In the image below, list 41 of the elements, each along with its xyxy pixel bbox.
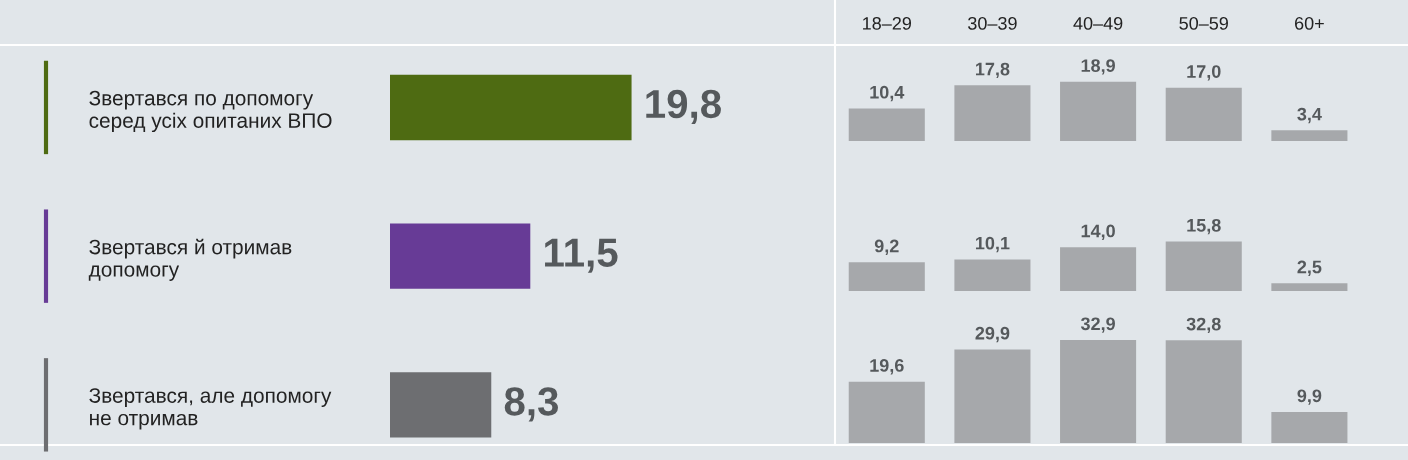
bar xyxy=(1060,81,1137,141)
bar xyxy=(1165,241,1242,291)
bar xyxy=(954,259,1031,291)
x-tick-label: 18–29 xyxy=(863,16,912,30)
data-label: 18,9 xyxy=(1081,59,1115,75)
data-label: 29,9 xyxy=(975,326,1010,343)
x-tick-label: 60+ xyxy=(1295,16,1324,30)
x-tick-label: 30–39 xyxy=(968,16,1017,30)
data-label: 19,6 xyxy=(870,359,904,375)
bar xyxy=(1271,412,1348,443)
bar xyxy=(848,108,925,141)
data-label: 9,9 xyxy=(1297,389,1322,405)
y-tick-label: Звертався й отримав допомогу xyxy=(88,238,292,281)
x-tick-label: 50–59 xyxy=(1179,16,1228,30)
data-label: 3,4 xyxy=(1297,107,1322,124)
data-label: 10,1 xyxy=(976,236,1010,253)
bar xyxy=(1060,340,1137,443)
bar xyxy=(954,85,1031,141)
bar xyxy=(1060,247,1137,291)
bar xyxy=(954,349,1031,443)
x-tick-label: 40–49 xyxy=(1073,16,1123,30)
data-label: 11,5 xyxy=(545,238,618,273)
y-tick-label: Звертався, але допомогу не отримав xyxy=(89,388,332,430)
data-label: 8,3 xyxy=(504,387,558,422)
y-tick-label: Звертався по допомогу серед усіх опитаних ВПО xyxy=(89,90,332,133)
data-label: 17,0 xyxy=(1187,65,1221,81)
bar xyxy=(1165,340,1242,443)
data-label: 2,5 xyxy=(1297,260,1322,276)
data-label: 17,8 xyxy=(976,62,1010,79)
bar xyxy=(848,262,925,291)
bar xyxy=(1271,283,1348,291)
data-label: 32,9 xyxy=(1080,317,1115,333)
data-label: 19,8 xyxy=(646,89,721,125)
bar xyxy=(1271,130,1348,141)
data-label: 9,2 xyxy=(874,239,899,255)
data-label: 14,0 xyxy=(1081,224,1115,240)
data-label: 32,8 xyxy=(1186,317,1221,334)
data-label: 10,4 xyxy=(870,85,905,102)
bar xyxy=(1165,87,1242,141)
bar xyxy=(848,381,925,443)
data-label: 15,8 xyxy=(1187,218,1221,235)
